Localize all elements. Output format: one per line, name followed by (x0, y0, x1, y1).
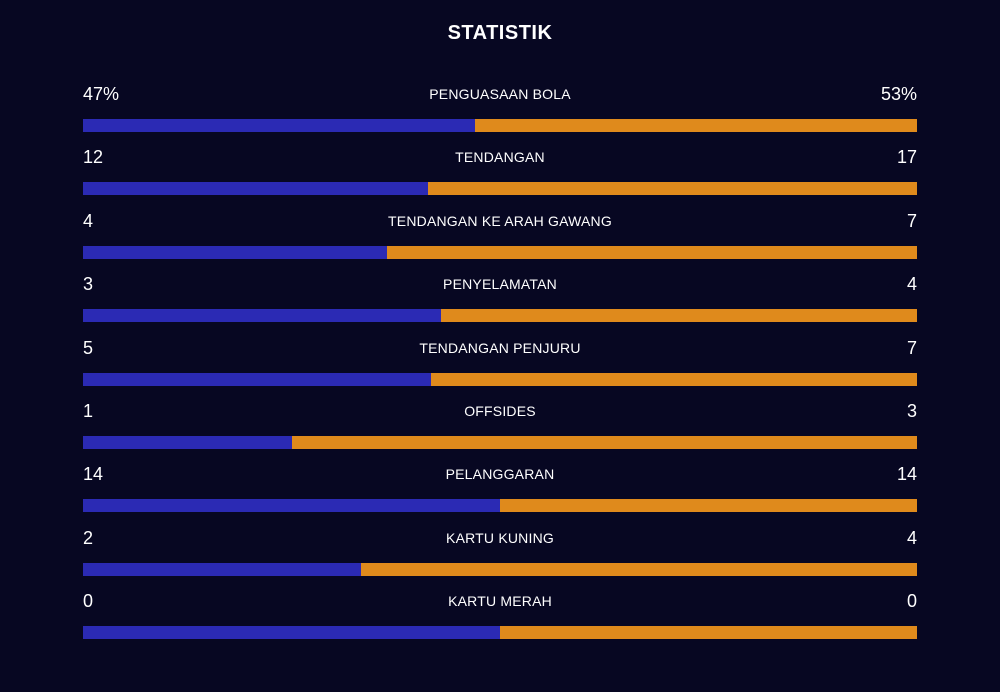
away-value: 7 (906, 337, 917, 358)
home-bar-segment (83, 372, 431, 386)
comparison-bar (83, 499, 917, 513)
home-bar-segment (83, 119, 475, 132)
away-bar-segment (291, 435, 917, 449)
stat-row-yellow-cards: 2 KARTU KUNING 4 (83, 523, 917, 586)
comparison-bar (83, 435, 917, 449)
stat-label: PELANGGARAN (445, 466, 555, 483)
stat-row-red-cards: 0 KARTU MERAH 0 (83, 586, 917, 649)
away-bar-segment (474, 119, 917, 132)
home-value: 14 (83, 464, 104, 485)
stat-row-shots-on-target: 4 TENDANGAN KE ARAH GAWANG 7 (83, 206, 917, 269)
stat-label: OFFSIDES (464, 402, 536, 419)
stat-row-fouls: 14 PELANGGARAN 14 (83, 459, 917, 522)
home-bar-segment (83, 435, 292, 449)
home-value: 47% (83, 84, 120, 104)
away-bar-segment (386, 245, 917, 259)
home-bar-segment (83, 562, 361, 576)
away-bar-segment (430, 372, 917, 386)
stat-label: KARTU MERAH (448, 593, 552, 610)
away-value: 0 (906, 591, 917, 612)
home-value: 0 (83, 591, 94, 612)
away-value: 17 (896, 147, 917, 168)
away-value: 4 (906, 274, 917, 295)
stat-label: TENDANGAN PENJURU (419, 339, 581, 356)
home-bar-segment (83, 182, 429, 196)
away-bar-segment (360, 562, 917, 576)
away-bar-segment (428, 182, 917, 196)
stat-label: KARTU KUNING (446, 529, 554, 546)
stat-label: PENGUASAAN BOLA (429, 86, 571, 102)
stat-row-saves: 3 PENYELAMATAN 4 (83, 269, 917, 332)
stat-row-corners: 5 TENDANGAN PENJURU 7 (83, 333, 917, 396)
stats-list: 47% PENGUASAAN BOLA 53% 12 TENDANGAN 17 … (83, 79, 917, 650)
home-value: 2 (83, 527, 94, 548)
home-value: 5 (83, 337, 94, 358)
comparison-bar (83, 562, 917, 576)
away-value: 14 (896, 464, 917, 485)
stats-title: STATISTIK (447, 22, 553, 44)
home-value: 1 (83, 400, 94, 421)
comparison-bar (83, 119, 917, 132)
away-value: 53% (880, 84, 917, 104)
away-bar-segment (500, 499, 917, 513)
stat-label: TENDANGAN (455, 149, 545, 166)
stat-row-shots: 12 TENDANGAN 17 (83, 142, 917, 205)
away-bar-segment (500, 626, 917, 640)
stat-label: PENYELAMATAN (443, 276, 557, 293)
comparison-bar (83, 245, 917, 259)
comparison-bar (83, 626, 917, 640)
stat-row-possession: 47% PENGUASAAN BOLA 53% (83, 79, 917, 142)
comparison-bar (83, 182, 917, 196)
stat-row-offsides: 1 OFFSIDES 3 (83, 396, 917, 459)
home-bar-segment (83, 245, 387, 259)
away-value: 7 (906, 210, 917, 231)
comparison-bar (83, 309, 917, 323)
home-value: 4 (83, 210, 94, 231)
home-bar-segment (83, 499, 500, 513)
stat-label: TENDANGAN KE ARAH GAWANG (388, 212, 612, 229)
away-value: 4 (906, 527, 917, 548)
home-value: 3 (83, 274, 94, 295)
home-bar-segment (83, 626, 500, 640)
away-value: 3 (906, 400, 917, 421)
comparison-bar (83, 372, 917, 386)
home-bar-segment (83, 309, 441, 323)
home-value: 12 (83, 147, 104, 168)
away-bar-segment (440, 309, 917, 323)
